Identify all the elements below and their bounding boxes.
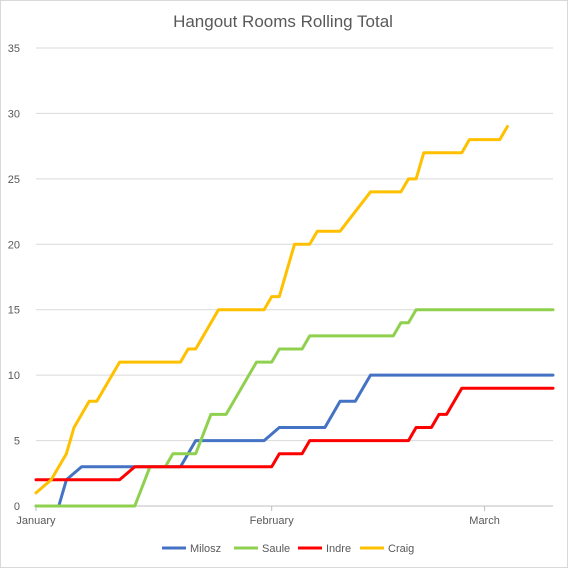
- y-tick-label: 0: [14, 501, 20, 513]
- y-tick-label: 30: [8, 108, 20, 120]
- x-tick-label: February: [250, 515, 295, 527]
- legend-label-saule: Saule: [262, 543, 290, 555]
- legend: Milosz Saule Indre Craig: [162, 543, 414, 555]
- y-tick-label: 10: [8, 370, 20, 382]
- y-tick-label: 5: [14, 436, 20, 448]
- legend-label-craig: Craig: [388, 543, 414, 555]
- series-line-indre: [34, 386, 555, 482]
- legend-label-indre: Indre: [326, 543, 351, 555]
- x-tick-label: January: [16, 515, 56, 527]
- y-tick-label: 25: [8, 174, 20, 186]
- series-lines: [34, 125, 555, 508]
- series-line-craig: [34, 125, 509, 495]
- series-line-milosz: [34, 373, 555, 508]
- gridlines: [36, 47, 553, 507]
- legend-label-milosz: Milosz: [190, 543, 221, 555]
- y-tick-label: 35: [8, 43, 20, 55]
- chart-title: Hangout Rooms Rolling Total: [173, 12, 393, 31]
- y-tick-label: 20: [8, 239, 20, 251]
- y-tick-label: 15: [8, 305, 20, 317]
- series-line-saule: [34, 308, 555, 508]
- x-tick-label: March: [469, 515, 500, 527]
